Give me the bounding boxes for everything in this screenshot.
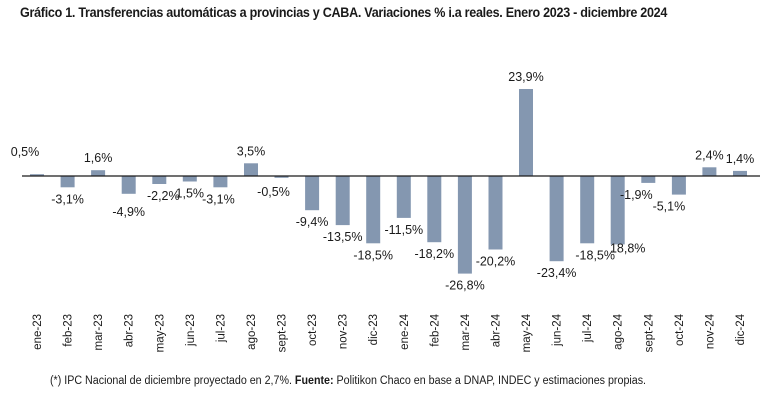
- x-tick-jul-24: jul-24: [582, 313, 594, 343]
- data-label-jun-23: 1,5%: [176, 187, 205, 201]
- data-label-may-23: -2,2%: [147, 189, 180, 203]
- bar-ene-24: [396, 176, 411, 218]
- bar-may-23: [152, 176, 167, 184]
- data-label-ago-24: 18,8%: [610, 241, 645, 255]
- bar-abr-24: [488, 176, 503, 250]
- data-label-abr-24: -20,2%: [476, 255, 516, 269]
- bar-oct-23: [305, 176, 320, 211]
- data-label-may-24: 23,9%: [508, 70, 543, 84]
- bar-mar-23: [91, 170, 106, 176]
- data-label-dic-23: -18,5%: [353, 248, 393, 262]
- data-label-nov-24: 2,4%: [695, 148, 724, 162]
- x-tick-ene-23: ene-23: [32, 314, 44, 350]
- data-label-feb-23: -3,1%: [51, 192, 84, 206]
- x-tick-mar-23: mar-23: [93, 314, 105, 350]
- data-label-sept-23: -0,5%: [257, 185, 290, 199]
- x-tick-nov-23: nov-23: [338, 314, 350, 349]
- bar-jun-24: [549, 176, 564, 262]
- x-tick-jun-23: jun-23: [185, 314, 197, 347]
- data-label-jul-23: -3,1%: [202, 192, 235, 206]
- chart-title: Gráfico 1. Transferencias automáticas a …: [20, 5, 668, 20]
- bar-jul-24: [580, 176, 595, 244]
- bar-jul-23: [213, 176, 228, 188]
- bar-ago-23: [244, 163, 258, 176]
- data-label-feb-24: -18,2%: [414, 247, 454, 261]
- x-tick-mar-24: mar-24: [460, 313, 472, 350]
- bar-ene-23: [30, 174, 44, 176]
- data-label-oct-23: -9,4%: [296, 215, 329, 229]
- bar-nov-23: [335, 176, 350, 226]
- x-tick-ene-24: ene-24: [399, 313, 411, 349]
- x-tick-oct-23: oct-23: [307, 314, 319, 346]
- x-tick-labels-group: ene-23 feb-23 mar-23 abr-23 may-23 jun-23 jul-…: [32, 313, 747, 352]
- x-tick-feb-24: feb-24: [429, 313, 441, 346]
- data-label-dic-24: 1,4%: [726, 152, 755, 166]
- bar-feb-24: [427, 176, 442, 243]
- data-label-jul-24: -18,5%: [575, 248, 615, 262]
- x-tick-oct-24: oct-24: [674, 313, 686, 346]
- bar-sept-23: [274, 176, 289, 178]
- data-label-sept-24: -1,9%: [620, 188, 653, 202]
- data-label-jun-24: -23,4%: [537, 266, 577, 280]
- x-tick-dic-23: dic-23: [368, 314, 380, 345]
- bar-may-24: [519, 89, 533, 176]
- footnote-source-label: Fuente:: [294, 375, 334, 387]
- x-tick-sept-24: sept-24: [643, 313, 655, 352]
- footnote-prefix: (*) IPC Nacional de diciembre proyectado…: [50, 375, 295, 387]
- x-tick-abr-24: abr-24: [491, 313, 503, 347]
- x-tick-nov-24: nov-24: [704, 313, 716, 349]
- bar-feb-23: [60, 176, 75, 188]
- bars-group: [30, 89, 747, 274]
- bar-oct-24: [671, 176, 686, 195]
- x-tick-dic-24: dic-24: [735, 313, 747, 345]
- bar-abr-23: [121, 176, 136, 194]
- bar-ago-24: [610, 176, 625, 245]
- footnote-source-text: Politikon Chaco en base a DNAP, INDEC y …: [333, 375, 647, 387]
- data-label-ene-24: -11,5%: [384, 223, 423, 237]
- bar-jun-23: [182, 176, 197, 182]
- footnote: (*) IPC Nacional de diciembre proyectado…: [50, 375, 646, 387]
- x-tick-may-23: may-23: [154, 314, 166, 352]
- data-label-ago-23: 3,5%: [237, 144, 266, 158]
- data-label-abr-23: -4,9%: [112, 205, 145, 219]
- data-labels-group: 0,5%-3,1%1,6%-4,9%-2,2%1,5%-3,1%3,5%-0,5…: [11, 70, 755, 293]
- data-label-mar-24: -26,8%: [445, 279, 485, 293]
- x-tick-sept-23: sept-23: [277, 314, 289, 352]
- x-tick-may-24: may-24: [521, 313, 533, 352]
- bar-dic-24: [733, 170, 747, 176]
- bar-nov-24: [702, 167, 717, 176]
- data-label-mar-23: 1,6%: [84, 151, 113, 165]
- bar-chart: 0,5%-3,1%1,6%-4,9%-2,2%1,5%-3,1%3,5%-0,5…: [11, 70, 760, 352]
- x-tick-abr-23: abr-23: [124, 314, 136, 347]
- data-label-nov-23: -13,5%: [323, 230, 363, 244]
- x-tick-jun-24: jun-24: [552, 313, 564, 347]
- data-label-ene-23: 0,5%: [11, 145, 40, 159]
- x-tick-feb-23: feb-23: [63, 314, 75, 347]
- x-tick-jul-23: jul-23: [215, 314, 227, 343]
- bar-sept-24: [641, 176, 656, 183]
- bar-mar-24: [457, 176, 472, 274]
- bar-dic-23: [366, 176, 381, 244]
- data-label-oct-24: -5,1%: [653, 200, 686, 214]
- x-tick-ago-24: ago-24: [613, 313, 625, 349]
- x-tick-ago-23: ago-23: [246, 314, 258, 350]
